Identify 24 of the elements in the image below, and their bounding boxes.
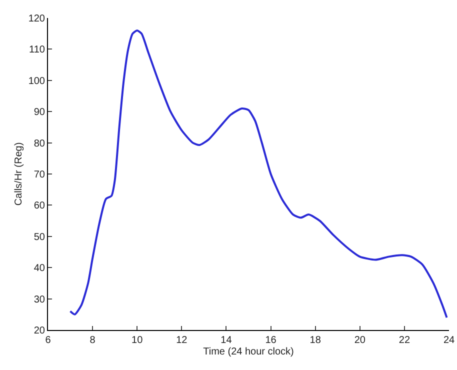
y-tick-label: 40 (34, 263, 46, 274)
line-series (69, 29, 448, 319)
y-tick-label: 90 (34, 107, 46, 118)
x-tick-label: 22 (398, 335, 410, 346)
x-tick-label: 16 (265, 335, 277, 346)
x-tick-label: 18 (310, 335, 322, 346)
y-axis-title: Calls/Hr (Reg) (13, 142, 24, 206)
x-tick-label: 24 (443, 335, 455, 346)
x-tick-label: 10 (132, 335, 144, 346)
y-tick-label: 120 (28, 14, 46, 24)
y-tick-label: 50 (34, 232, 46, 243)
x-tick-label: 6 (45, 335, 52, 346)
x-tick-label: 14 (220, 335, 232, 346)
x-tick-label: 8 (90, 335, 96, 346)
x-tick-label: 20 (354, 335, 366, 346)
x-tick-label: 12 (176, 335, 188, 346)
y-tick-label: 110 (29, 44, 46, 56)
y-tick-label: 60 (34, 200, 46, 212)
y-tick-label: 70 (34, 170, 46, 180)
x-axis-title: Time (24 hour clock) (203, 346, 294, 358)
y-tick-label: 100 (28, 76, 46, 87)
y-tick-label: 80 (34, 138, 46, 150)
y-tick-label: 20 (34, 326, 46, 336)
y-tick-label: 30 (34, 294, 46, 306)
